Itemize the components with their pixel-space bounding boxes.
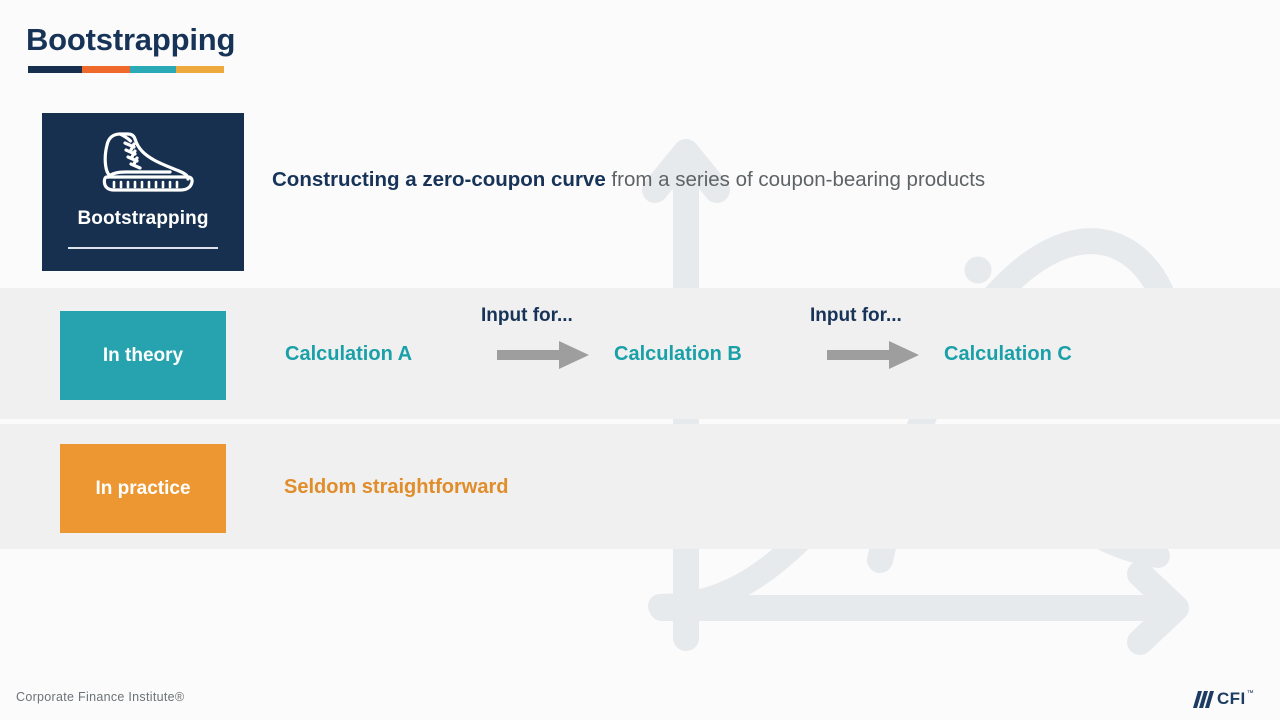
cfi-trademark-symbol: ™	[1246, 690, 1254, 697]
headline-regular-text: from a series of coupon-bearing products	[605, 168, 986, 191]
title-block: Bootstrapping	[26, 20, 235, 73]
cfi-bars-icon	[1193, 691, 1214, 708]
bootstrapping-concept-card: Bootstrapping	[42, 113, 244, 271]
watermark-x-axis-arrowhead	[1127, 561, 1189, 655]
page-title: Bootstrapping	[26, 22, 236, 57]
headline-strong-text: Constructing a zero-coupon curve	[272, 168, 606, 191]
calculation-step-a: Calculation A	[285, 343, 413, 365]
accent-bar-segment-3	[129, 66, 176, 73]
right-arrow-icon	[497, 341, 589, 369]
concept-card-underline	[68, 247, 218, 249]
row-chip-in-practice: In practice	[60, 444, 226, 533]
row-chip-in-theory-label: In theory	[102, 344, 184, 366]
headline: Constructing a zero-coupon curve from a …	[272, 165, 985, 195]
cfi-wordmark: CFI	[1217, 689, 1246, 708]
accent-bar-segment-4	[175, 66, 224, 73]
practice-note: Seldom straightforward	[284, 476, 509, 498]
title-accent-bar	[28, 66, 224, 73]
watermark-dot-marker	[964, 256, 992, 284]
right-arrow-icon	[827, 341, 919, 369]
accent-bar-segment-1	[28, 66, 82, 73]
concept-card-label: Bootstrapping	[77, 208, 209, 229]
row-chip-in-practice-label: In practice	[95, 477, 191, 499]
accent-bar-segment-2	[81, 66, 130, 73]
calculation-step-c: Calculation C	[944, 343, 1072, 365]
cfi-logo: CFI ™	[1193, 690, 1254, 708]
connector-caption-2: Input for...	[810, 305, 902, 326]
connector-caption-1: Input for...	[481, 305, 573, 326]
row-chip-in-theory: In theory	[60, 311, 226, 400]
calculation-step-b: Calculation B	[614, 343, 742, 365]
hiking-boot-icon	[102, 132, 194, 192]
footer-attribution: Corporate Finance Institute®	[16, 690, 185, 704]
